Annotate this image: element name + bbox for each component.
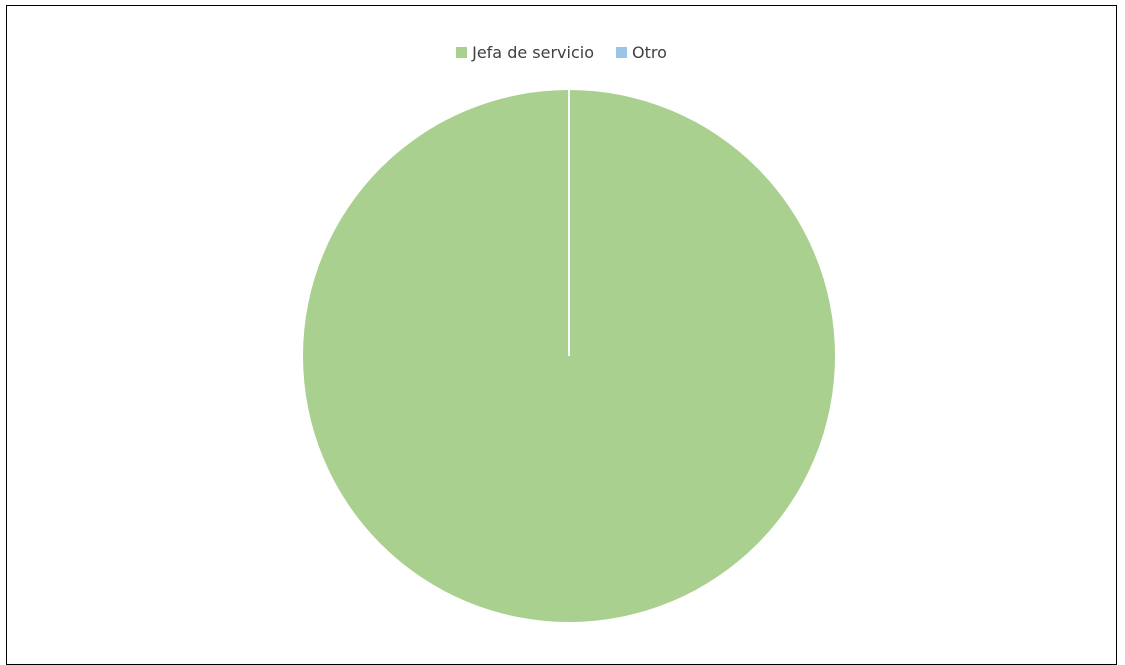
legend-swatch-jefa: [456, 47, 468, 58]
legend-item-jefa: Jefa de servicio: [456, 43, 594, 62]
pie-slices: [303, 90, 835, 622]
legend: Jefa de servicio Otro: [7, 43, 1116, 62]
legend-label-jefa: Jefa de servicio: [472, 43, 594, 62]
legend-item-otro: Otro: [615, 43, 667, 62]
legend-label-otro: Otro: [631, 43, 667, 62]
legend-swatch-otro: [615, 47, 627, 58]
pie-chart: [303, 90, 835, 622]
